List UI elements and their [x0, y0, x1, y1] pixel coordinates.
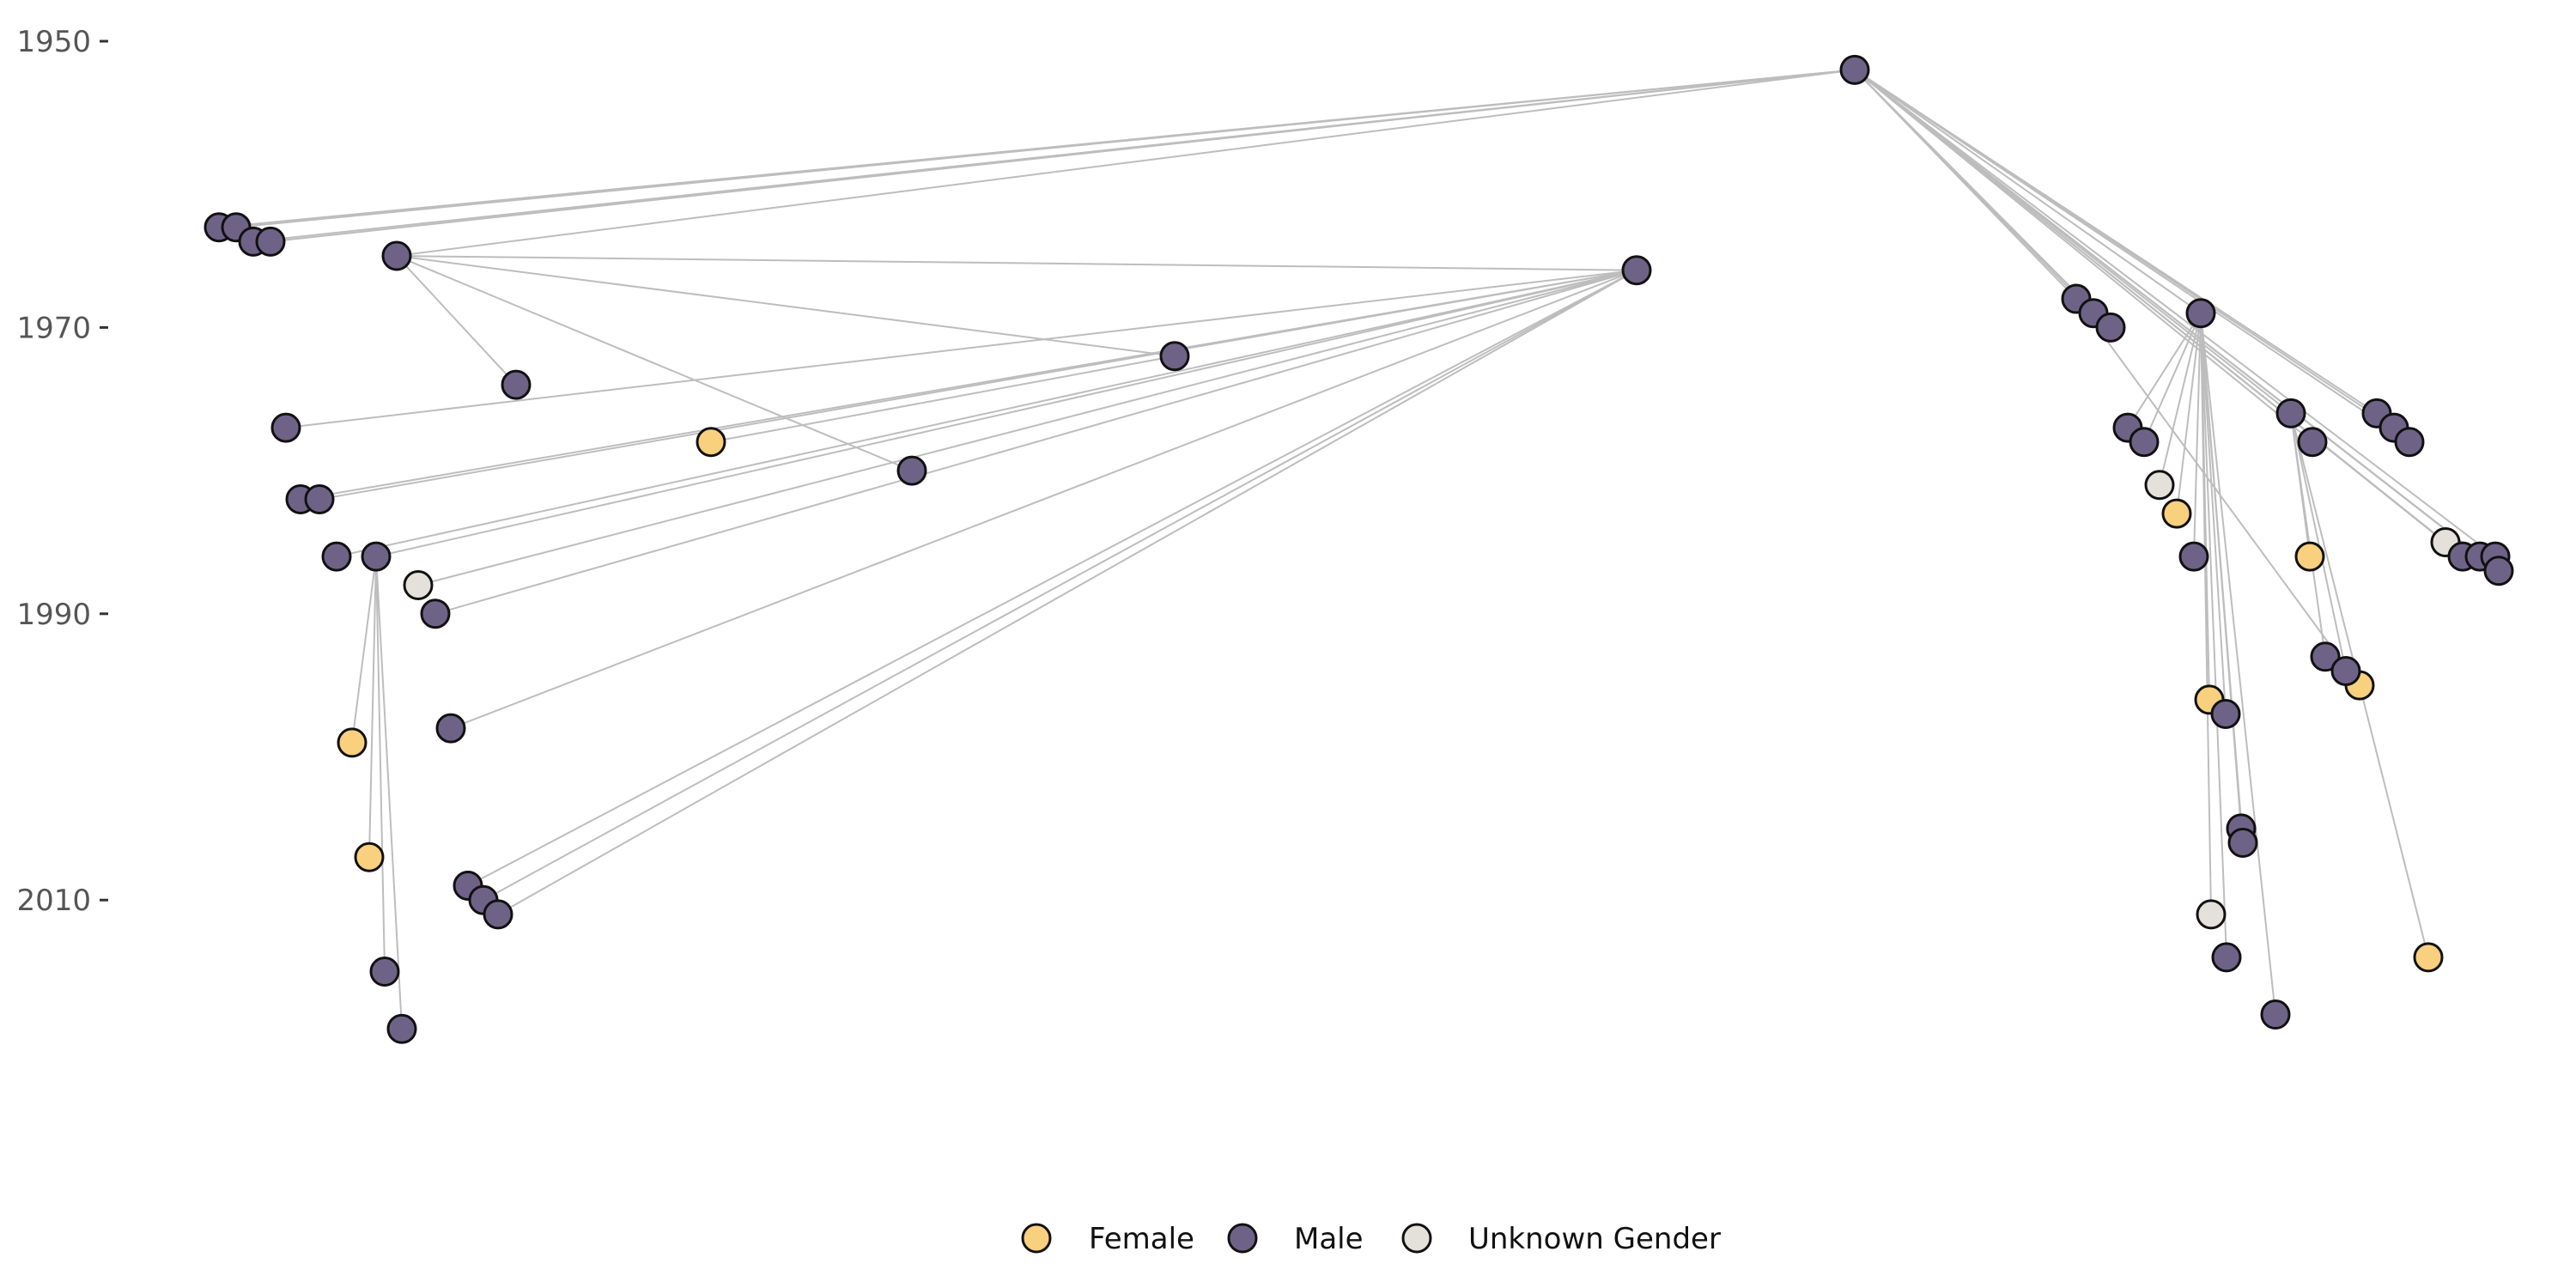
- tree-edge: [396, 255, 1176, 357]
- person-node: [2330, 655, 2361, 686]
- legend-female-label: Female: [1089, 1222, 1194, 1256]
- tree-edge: [483, 269, 1637, 902]
- person-node: [386, 1013, 417, 1044]
- tree-edge: [285, 269, 1637, 429]
- tree-edge: [2193, 313, 2202, 557]
- person-node: [2129, 427, 2160, 458]
- person-node: [381, 240, 412, 271]
- person-node: [501, 369, 532, 400]
- person-node: [2413, 942, 2444, 973]
- legend: Female Male Unknown Gender: [1021, 1222, 1721, 1256]
- person-node: [1839, 54, 1870, 85]
- tree-edge: [450, 269, 1637, 730]
- tree-edge: [1854, 69, 2202, 314]
- tree-edge: [417, 269, 1637, 586]
- tree-edge: [336, 269, 1637, 558]
- person-node: [304, 483, 335, 514]
- person-node: [2196, 899, 2227, 930]
- person-node: [2144, 470, 2175, 501]
- person-node: [2294, 541, 2325, 572]
- person-node: [2275, 398, 2306, 428]
- legend-male-label: Male: [1294, 1222, 1364, 1256]
- tree-edge: [319, 269, 1637, 501]
- y-tick-label: 1950: [16, 25, 91, 59]
- y-tick-label: 1990: [16, 598, 91, 632]
- tree-edge: [375, 269, 1637, 558]
- person-node: [2210, 698, 2241, 729]
- person-node: [321, 541, 352, 572]
- tree-edge: [396, 255, 1637, 271]
- tree-edge: [235, 69, 1856, 228]
- person-node: [420, 598, 451, 629]
- tree-edge: [2200, 313, 2244, 843]
- person-node: [2260, 999, 2291, 1030]
- tree-edge: [2200, 313, 2227, 957]
- tree-edge: [1854, 69, 2410, 443]
- tree-nodes: [204, 54, 2514, 1044]
- tree-edge: [1854, 69, 2464, 557]
- tree-edge: [270, 69, 1856, 243]
- person-node: [337, 727, 368, 758]
- tree-edge: [1854, 69, 2111, 329]
- tree-edge: [467, 269, 1637, 887]
- person-node: [361, 541, 392, 572]
- person-node: [354, 841, 385, 872]
- person-node: [270, 412, 301, 443]
- person-node: [1159, 341, 1190, 372]
- person-node: [696, 427, 726, 458]
- person-node: [483, 899, 513, 930]
- tree-edge: [1854, 69, 2496, 557]
- person-node: [2178, 541, 2209, 572]
- tree-edge: [2200, 313, 2276, 1015]
- tree-edge: [2200, 313, 2227, 714]
- person-node: [435, 713, 466, 744]
- y-tick-label: 1970: [16, 311, 91, 345]
- person-node: [2394, 427, 2425, 458]
- tree-edge: [396, 255, 913, 472]
- y-axis: 1950 1970 1990 2010: [16, 25, 108, 918]
- person-node: [2161, 498, 2192, 529]
- tree-edge: [710, 355, 1176, 443]
- person-node: [2310, 641, 2341, 672]
- tree-edge: [2200, 313, 2212, 914]
- legend-unknown-gender-marker: [1401, 1223, 1432, 1254]
- person-node: [2211, 942, 2242, 973]
- tree-edge: [396, 255, 517, 386]
- tree-edge: [497, 269, 1637, 915]
- tree-edge: [368, 556, 377, 858]
- person-node: [2227, 828, 2258, 859]
- person-node: [1621, 255, 1652, 286]
- legend-unknown-gender-label: Unknown Gender: [1468, 1222, 1721, 1256]
- person-node: [2483, 556, 2514, 586]
- tree-edges: [218, 69, 2500, 1030]
- y-tick-label: 2010: [16, 884, 91, 918]
- legend-male-marker: [1227, 1223, 1258, 1254]
- tree-edge: [2290, 413, 2347, 671]
- tree-edge: [396, 69, 1856, 258]
- person-node: [2185, 298, 2216, 329]
- tree-edge: [434, 269, 1637, 615]
- tree-edge: [375, 556, 403, 1030]
- legend-female-marker: [1021, 1223, 1052, 1254]
- tree-edge: [375, 556, 386, 972]
- tree-edge: [2075, 298, 2360, 686]
- person-node: [255, 226, 286, 257]
- tree-edge: [351, 556, 377, 743]
- person-node: [2297, 427, 2328, 458]
- tree-edge: [1854, 69, 2500, 572]
- person-node: [2095, 312, 2126, 343]
- person-node: [369, 957, 400, 987]
- person-node: [403, 569, 434, 600]
- tree-edge: [2176, 313, 2202, 514]
- person-node: [896, 455, 927, 486]
- tree-edge: [2290, 413, 2326, 657]
